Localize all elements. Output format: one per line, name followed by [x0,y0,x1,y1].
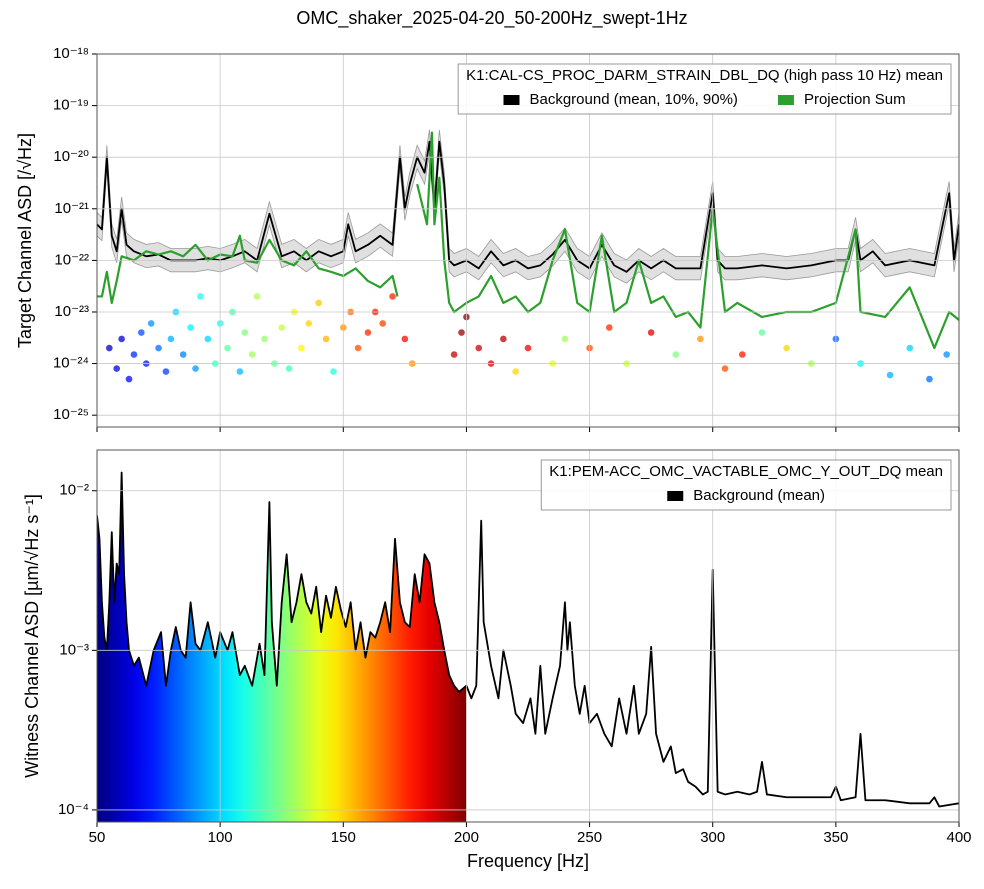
scatter-point [672,351,680,358]
scatter-point [241,329,249,336]
scatter-point [253,293,261,300]
scatter-point [783,344,790,352]
scatter-point [315,299,322,307]
scatter-point [147,320,155,327]
axes-frame [96,449,960,823]
scatter-point [758,329,766,336]
legend-handle [777,95,794,105]
scatter-point [721,365,729,372]
scatter-point [943,351,950,358]
y-tick-label: 10⁻² [59,482,89,499]
y-axis-label: Witness Channel ASD [µm/√Hz s⁻¹] [22,494,42,778]
scatter-point [605,324,613,331]
legend-box [457,63,952,115]
scatter-point [204,335,212,343]
scatter-point [138,329,145,336]
series-line [416,131,959,350]
scatter-point [261,335,268,343]
plot-area [97,129,959,383]
series-line [97,471,959,808]
y-tick-label: 10⁻²³ [54,303,89,320]
scatter-point [401,335,409,343]
x-tick-label: 150 [331,829,356,846]
y-tick-label: 10⁻²² [54,251,89,268]
scatter-point [364,329,372,336]
y-tick-label: 10⁻²⁰ [53,148,89,165]
scatter-point [192,365,199,372]
scatter-point [224,344,231,352]
scatter-point [354,344,362,352]
scatter-point [118,335,125,343]
scatter-point [130,351,138,358]
scatter-point [125,375,133,383]
scatter-point [906,344,914,352]
y-tick-label: 10⁻¹⁸ [53,45,89,62]
y-tick-label: 10⁻²⁴ [53,355,89,372]
scatter-point [162,368,170,375]
scatter-point [512,368,519,375]
x-tick-label: 50 [89,829,106,846]
y-tick-label: 10⁻¹⁹ [53,97,89,114]
scatter-point [647,329,655,336]
plot-area [97,471,959,822]
scatter-point [285,365,293,372]
scatter-point [197,293,204,300]
scatter-point [179,351,187,358]
scatter-point [458,329,465,336]
scatter-point [738,351,746,358]
scatter-point [167,335,175,343]
y-tick-label: 10⁻⁴ [58,801,89,818]
legend-handle [667,491,684,501]
x-tick-label: 350 [823,829,848,846]
legend-label: Background (mean) [693,487,825,504]
x-tick-label: 100 [208,829,233,846]
figure-title: OMC_shaker_2025-04-20_50-200Hz_swept-1Hz [296,8,687,29]
scatter-point [561,335,569,343]
legend-title: K1:PEM-ACC_OMC_VACTABLE_OMC_Y_OUT_DQ mea… [549,463,943,480]
scatter-point [305,320,313,327]
scatter-point [886,371,894,379]
scatter-point [106,344,113,352]
scatter-point [187,324,194,331]
scatter-point [926,375,933,383]
legend: K1:CAL-CS_PROC_DARM_STRAIN_DBL_DQ (high … [457,63,952,115]
x-tick-label: 400 [946,829,971,846]
scatter-point [450,351,458,358]
scatter-point [248,351,256,358]
x-tick-label: 200 [454,829,479,846]
x-tick-label: 250 [577,829,602,846]
legend-label: Projection Sum [804,91,906,108]
y-tick-label: 10⁻²⁵ [53,406,89,423]
scatter-point [113,365,121,372]
scatter-point [298,344,305,352]
scatter-point [389,293,396,300]
scatter-point [236,368,244,375]
scatter-point [379,320,386,327]
x-axis-label: Frequency [Hz] [467,851,589,871]
axes-frame [96,53,960,428]
legend-label: Background (mean, 10%, 90%) [529,91,737,108]
percentile-band [97,129,959,284]
colored-fill [97,472,467,822]
y-axis-label: Target Channel ASD [/√Hz] [15,133,35,348]
scatter-point [330,368,337,375]
x-tick-label: 300 [700,829,725,846]
scatter-point [524,344,532,352]
y-tick-label: 10⁻²¹ [54,200,89,217]
scatter-point [697,335,704,343]
scatter-point [155,344,162,352]
legend-box [540,459,952,511]
scatter-point [500,335,507,343]
scatter-point [322,335,330,343]
y-tick-label: 10⁻³ [59,641,89,658]
scatter-point [278,324,286,331]
legend: K1:PEM-ACC_OMC_VACTABLE_OMC_Y_OUT_DQ mea… [540,459,952,511]
legend-handle [503,95,520,105]
legend-title: K1:CAL-CS_PROC_DARM_STRAIN_DBL_DQ (high … [466,67,943,84]
scatter-point [475,344,483,352]
